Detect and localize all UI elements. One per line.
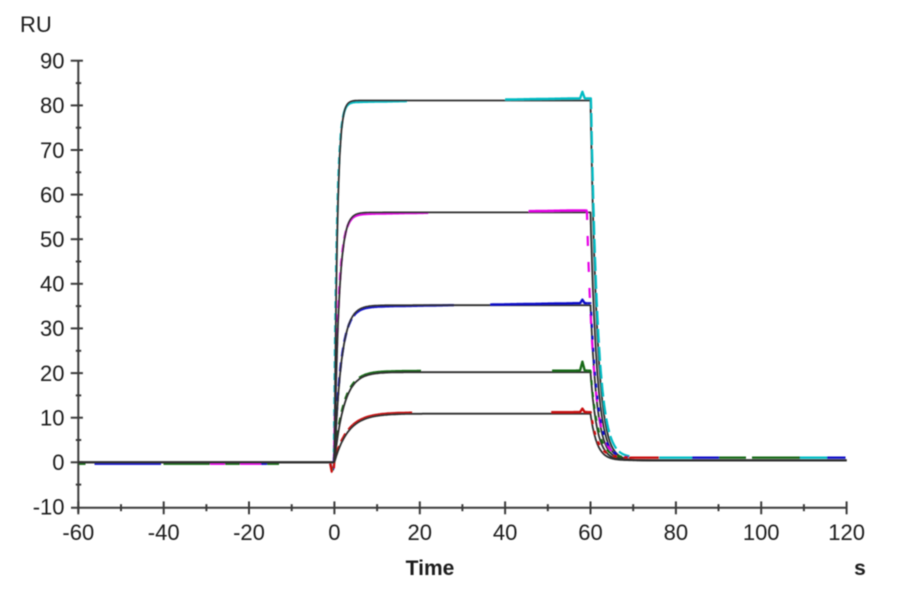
svg-text:30: 30	[40, 316, 64, 341]
svg-text:-10: -10	[33, 495, 65, 520]
svg-text:Time: Time	[406, 557, 455, 580]
svg-text:80: 80	[664, 520, 688, 545]
svg-text:60: 60	[578, 520, 602, 545]
svg-text:-20: -20	[233, 520, 265, 545]
svg-text:120: 120	[828, 520, 865, 545]
svg-text:50: 50	[40, 227, 64, 252]
svg-text:s: s	[854, 557, 866, 580]
svg-text:90: 90	[40, 49, 64, 74]
svg-text:40: 40	[40, 272, 64, 297]
svg-text:0: 0	[52, 450, 64, 475]
svg-text:100: 100	[743, 520, 780, 545]
svg-text:80: 80	[40, 93, 64, 118]
svg-text:10: 10	[40, 406, 64, 431]
svg-text:20: 20	[408, 520, 432, 545]
svg-text:70: 70	[40, 138, 64, 163]
svg-text:60: 60	[40, 182, 64, 207]
svg-text:-60: -60	[62, 520, 94, 545]
svg-text:-40: -40	[148, 520, 180, 545]
svg-text:RU: RU	[20, 12, 52, 37]
svg-text:20: 20	[40, 361, 64, 386]
svg-text:40: 40	[493, 520, 517, 545]
svg-text:0: 0	[328, 520, 340, 545]
